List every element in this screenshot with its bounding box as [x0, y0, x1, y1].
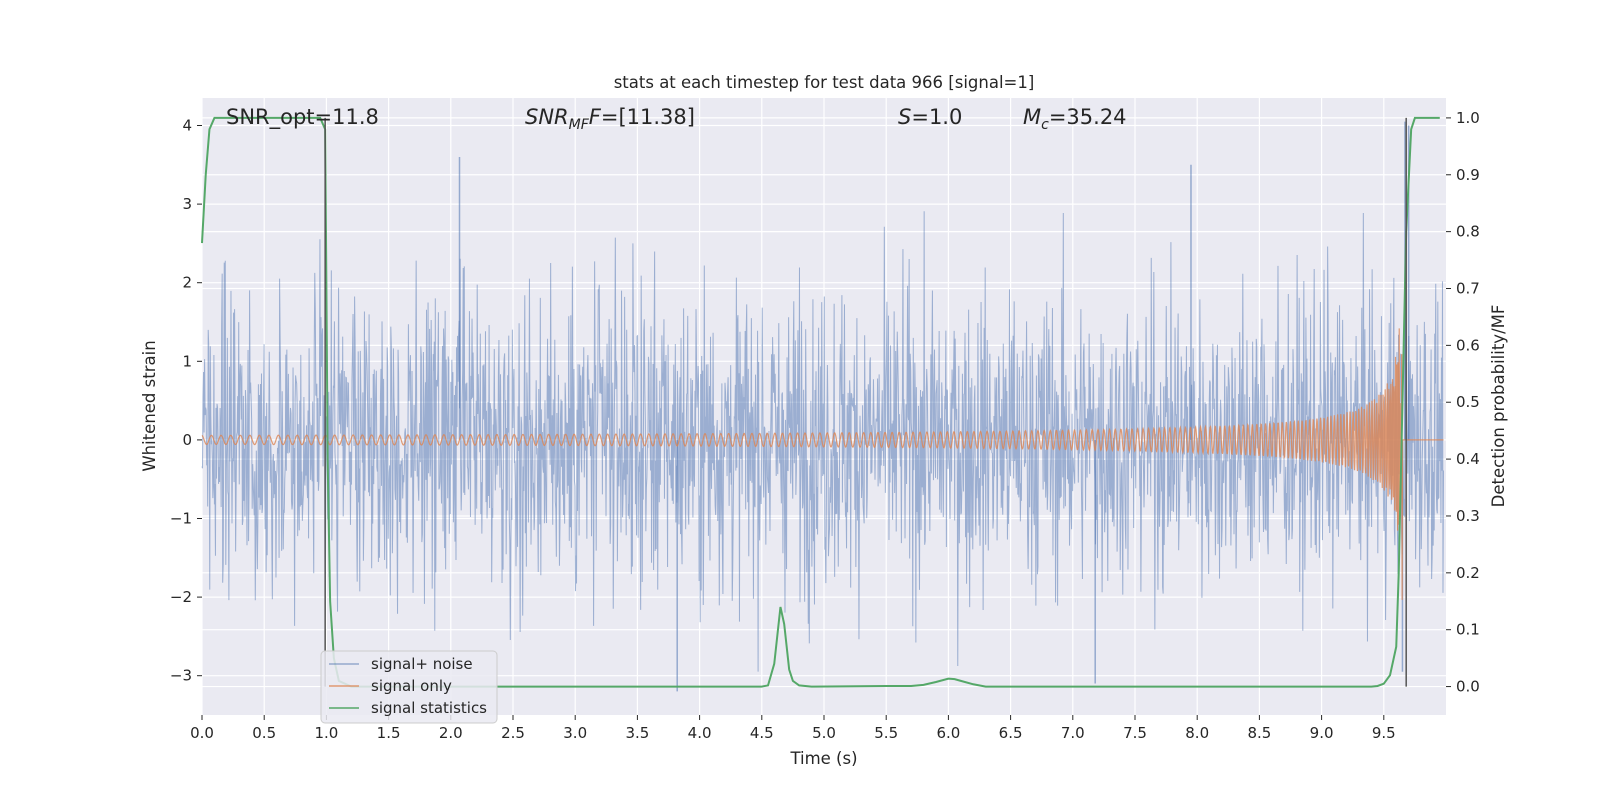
y-tick-label: 2: [182, 274, 192, 292]
x-tick-label: 0.0: [190, 724, 214, 742]
s-label: S: [898, 105, 911, 129]
x-tick-label: 9.0: [1310, 724, 1334, 742]
chirp-series: [201, 328, 1444, 600]
x-tick-label: 4.0: [688, 724, 712, 742]
snr-mf-value: =[11.38]: [601, 105, 695, 129]
y-tick-label: 4: [182, 117, 192, 135]
y-tick-label: 0: [182, 431, 192, 449]
legend-box: [320, 650, 498, 724]
x-tick-label: 9.5: [1372, 724, 1396, 742]
y2-axis-label: Detection probability/MF: [1489, 305, 1508, 508]
x-tick-label: 7.5: [1123, 724, 1147, 742]
y2-tick-label: 0.3: [1456, 507, 1480, 525]
y2-tick-label: 1.0: [1456, 109, 1480, 127]
x-tick-label: 6.0: [936, 724, 960, 742]
x-tick-label: 7.0: [1061, 724, 1085, 742]
x-tick-label: 3.5: [625, 724, 649, 742]
y2-tick-label: 0.1: [1456, 621, 1480, 639]
annotation-snr-opt: SNR_opt=11.8: [226, 105, 379, 130]
y-axis-label: Whitened strain: [140, 340, 159, 471]
snr-mf-f: F: [589, 105, 602, 129]
y-axis-ticks: 4 3 2 1 0 −1 −2 −3: [170, 117, 202, 685]
x-tick-label: 3.0: [563, 724, 587, 742]
y2-tick-label: 0.8: [1456, 223, 1480, 241]
y-tick-label: −3: [170, 667, 192, 685]
legend: signal+ noise signal only signal statist…: [320, 650, 498, 724]
x-tick-label: 2.5: [501, 724, 525, 742]
snr-mf-subscript: MF: [569, 117, 590, 133]
x-axis-label: Time (s): [789, 749, 857, 768]
annotation-mc: Mc=35.24: [1023, 105, 1127, 133]
y2-axis-ticks: 1.0 0.9 0.8 0.7 0.6 0.5 0.4 0.3 0.2 0.1 0.0: [1446, 109, 1480, 696]
annotation-s: S=1.0: [898, 105, 962, 129]
legend-label-signal: signal only: [371, 677, 452, 695]
mc-value: =35.24: [1049, 105, 1127, 129]
x-tick-label: 5.0: [812, 724, 836, 742]
y-tick-label: −2: [170, 588, 192, 606]
y-tick-label: 1: [182, 352, 192, 370]
y-tick-label: −1: [170, 510, 192, 528]
x-axis-ticks: 0.0 0.5 1.0 1.5 2.0 2.5 3.0 3.5 4.0 4.5 5.0 5.5 6.0 6…: [190, 715, 1396, 742]
vertical-markers: [324, 117, 1407, 687]
y2-tick-label: 0.5: [1456, 393, 1480, 411]
chirp-line: [201, 328, 1444, 600]
s-value: =1.0: [911, 105, 962, 129]
mc-subscript: c: [1041, 117, 1049, 133]
statistics-series: [201, 116, 1440, 688]
snr-mf-label: SNR: [525, 105, 569, 129]
x-tick-label: 1.5: [377, 724, 401, 742]
statistics-line: [201, 116, 1440, 688]
x-tick-label: 5.5: [874, 724, 898, 742]
legend-label-noise: signal+ noise: [371, 655, 473, 673]
y-tick-label: 3: [182, 195, 192, 213]
x-tick-label: 0.5: [252, 724, 276, 742]
y2-tick-label: 0.9: [1456, 166, 1480, 184]
y2-tick-label: 0.7: [1456, 280, 1480, 298]
y2-tick-label: 0.4: [1456, 450, 1480, 468]
annotation-snr-mf: SNRMFF=[11.38]: [525, 105, 695, 133]
y2-tick-label: 0.6: [1456, 336, 1480, 354]
x-tick-label: 4.5: [750, 724, 774, 742]
x-tick-label: 6.5: [999, 724, 1023, 742]
noise-line: [201, 211, 1445, 672]
x-tick-label: 2.0: [439, 724, 463, 742]
x-tick-label: 8.0: [1185, 724, 1209, 742]
y2-tick-label: 0.0: [1456, 678, 1480, 696]
mc-label: M: [1023, 105, 1041, 129]
chart-title: stats at each timestep for test data 966…: [614, 73, 1035, 92]
legend-label-statistics: signal statistics: [371, 699, 487, 717]
x-tick-label: 1.0: [314, 724, 338, 742]
y2-tick-label: 0.2: [1456, 564, 1480, 582]
x-tick-label: 8.5: [1247, 724, 1271, 742]
